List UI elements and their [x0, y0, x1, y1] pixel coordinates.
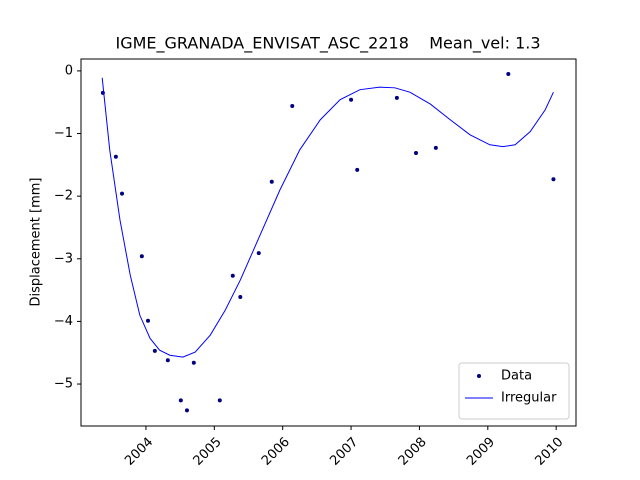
data-point: [152, 348, 157, 353]
x-tick-label: 2005: [191, 435, 225, 469]
x-tick-label: 2010: [532, 435, 566, 469]
data-point: [146, 318, 151, 323]
x-tick-label: 2009: [464, 435, 498, 469]
x-tick-label: 2004: [122, 435, 156, 469]
legend-label: Irregular: [501, 391, 557, 406]
data-point: [139, 254, 144, 259]
data-point: [355, 167, 360, 172]
x-tick-label: 2006: [259, 435, 293, 469]
data-point: [178, 398, 183, 403]
data-point: [506, 72, 511, 77]
data-point: [217, 398, 222, 403]
y-tick-label: 0: [65, 63, 73, 78]
data-point: [394, 95, 399, 100]
legend: Data Irregular: [458, 362, 570, 420]
chart-title: IGME_GRANADA_ENVISAT_ASC_2218 Mean_vel: …: [115, 34, 540, 54]
data-point: [113, 154, 118, 159]
data-point: [230, 273, 235, 278]
data-point: [433, 145, 438, 150]
fit-line: [101, 77, 554, 358]
plot-frame: [80, 58, 577, 427]
data-point: [349, 97, 354, 102]
data-point: [414, 150, 419, 155]
y-tick-label: −2: [54, 189, 73, 204]
data-point: [165, 358, 170, 363]
y-tick-label: −1: [54, 126, 73, 141]
y-tick-label: −5: [54, 377, 73, 392]
data-point: [191, 360, 196, 365]
legend-marker: [477, 374, 481, 378]
data-point: [120, 191, 125, 196]
data-point: [290, 103, 295, 108]
x-tick-label: 2007: [327, 435, 361, 469]
legend-box: [458, 362, 570, 420]
data-point: [551, 177, 556, 182]
data-point: [256, 251, 261, 256]
legend-label: Data: [501, 369, 532, 384]
y-tick-label: −4: [54, 314, 73, 329]
y-tick-label: −3: [54, 251, 73, 266]
data-point: [269, 179, 274, 184]
data-point: [238, 294, 243, 299]
y-axis-label: Displacement [mm]: [29, 178, 44, 307]
x-tick-label: 2008: [396, 435, 430, 469]
data-point: [184, 408, 189, 413]
